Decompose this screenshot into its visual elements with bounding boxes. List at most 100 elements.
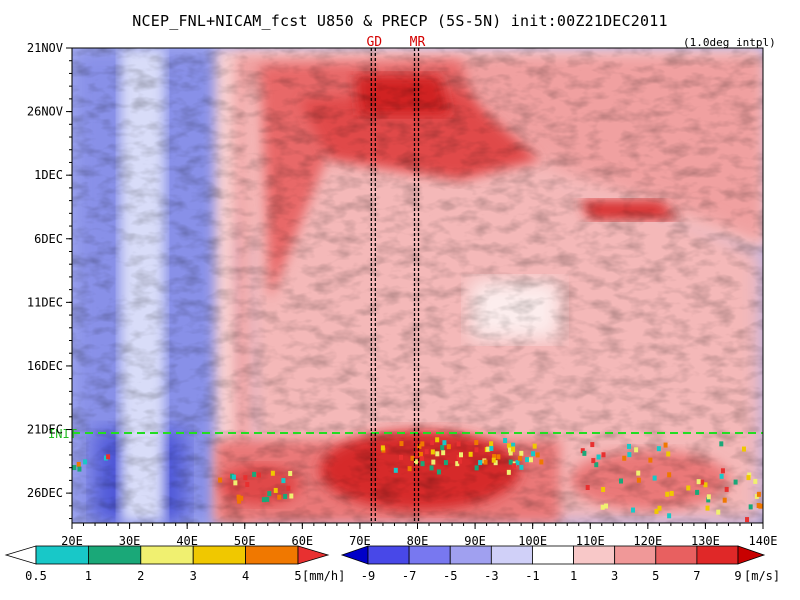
precip-cell [435,451,440,457]
y-tick-label: 21DEC [27,423,63,437]
precip-cell [724,486,729,492]
precip-cell [700,479,705,485]
precip-cell [270,470,275,476]
precip-cell [236,494,241,500]
precip-cell [590,442,595,448]
colorbar-swatch [367,545,410,565]
colorbar-label: -7 [402,569,416,583]
precip-cell [519,464,524,470]
precip-cell [508,447,513,453]
x-axis: 20E 30E 40E 50E 60E 70E 80E 90E 100E 110E 120E 130E… [61,523,777,548]
precip-cell [256,472,261,478]
colorbar-label: 1 [570,569,577,583]
precip-cell [507,443,512,449]
colorbar-label: -1 [525,569,539,583]
precip-cell [474,447,479,453]
precip-cell [399,441,404,447]
precip-cell [601,486,606,492]
colorbar-swatch [696,545,739,565]
precip-cell [106,454,111,460]
precip-cell [458,458,463,464]
precip-cell [720,468,725,474]
colorbar-swatch [408,545,451,565]
precip-cell [458,452,463,458]
precip-cell [218,477,223,483]
precip-cell [652,475,657,481]
colorbar-swatch [532,545,574,565]
precip-cell [380,445,385,451]
precip-cell [631,507,636,513]
precip-cell [525,457,530,463]
precip-cell [231,474,236,480]
colorbar-label: -9 [361,569,375,583]
colorbar-swatch [192,545,246,565]
precip-cell [398,454,403,460]
precip-cell [281,478,286,484]
colorbar-swatch [573,545,616,565]
precip-cell [252,471,257,477]
x-tick-label: 50E [234,534,256,548]
marker-label: GD [366,35,382,50]
colorbar-swatch [614,545,657,565]
precip-cell [424,449,429,455]
colorbar-swatch [490,545,533,565]
x-tick-label: 60E [291,534,313,548]
precip-cell [283,493,288,499]
precip-cell [431,459,436,465]
precip-cell [601,452,606,458]
precip-cell [666,451,671,457]
precip-dots [72,437,763,523]
precip-cell [528,457,533,463]
precip-cell [591,458,596,464]
precip-cell [756,491,761,497]
y-axis: 21NOV 26NOV 1DEC 6DEC 11DEC 16DEC 21DEC 26DEC [27,41,72,520]
precip-cell [745,517,750,523]
precp-colorbar: 0.5 1 2 3 4 5 [mm/h] [4,545,345,583]
x-tick-label: 110E [576,534,605,548]
precip-cell [600,504,605,510]
colorbar-unit: [mm/h] [302,569,345,583]
precip-cell [654,508,659,514]
contour-texture [72,48,763,523]
x-tick-label: 40E [176,534,198,548]
colorbar-swatch [297,545,330,565]
x-tick-label: 140E [749,534,778,548]
x-tick-label: 20E [61,534,83,548]
precip-cell [233,480,238,486]
precip-cell [706,494,711,500]
precip-cell [103,455,108,461]
precip-cell [532,443,537,449]
precip-cell [456,454,461,460]
precip-cell [288,470,293,476]
colorbar-label: 7 [693,569,700,583]
precip-cell [511,446,516,452]
precip-cell [72,465,77,471]
precip-cell [596,454,601,460]
precip-cell [496,454,501,460]
precip-cell [430,449,435,455]
precip-cell [83,459,88,465]
precip-cell [491,457,496,463]
precip-cell [508,450,513,456]
precip-cell [703,482,708,488]
precip-cell [722,497,727,503]
precip-cell [407,466,412,472]
colorbar-swatch [35,545,89,565]
precip-cell [420,461,425,467]
x-tick-label: 80E [407,534,429,548]
chart-title: NCEP_FNL+NICAM_fcst U850 & PRECP (5S-5N)… [132,12,668,30]
precip-cell [594,462,599,468]
precip-cell [517,455,522,461]
precip-cell [705,505,710,511]
x-tick-label: 100E [518,534,547,548]
precip-cell [410,455,415,461]
precip-cell [696,479,701,485]
precip-cell [519,450,524,456]
precip-cell [585,485,590,491]
precip-cell [636,477,641,483]
precip-cell [667,472,672,478]
colorbar-label: 1 [85,569,92,583]
colorbar-label: -3 [484,569,498,583]
precip-cell [746,475,751,481]
colorbar-swatch [140,545,194,565]
